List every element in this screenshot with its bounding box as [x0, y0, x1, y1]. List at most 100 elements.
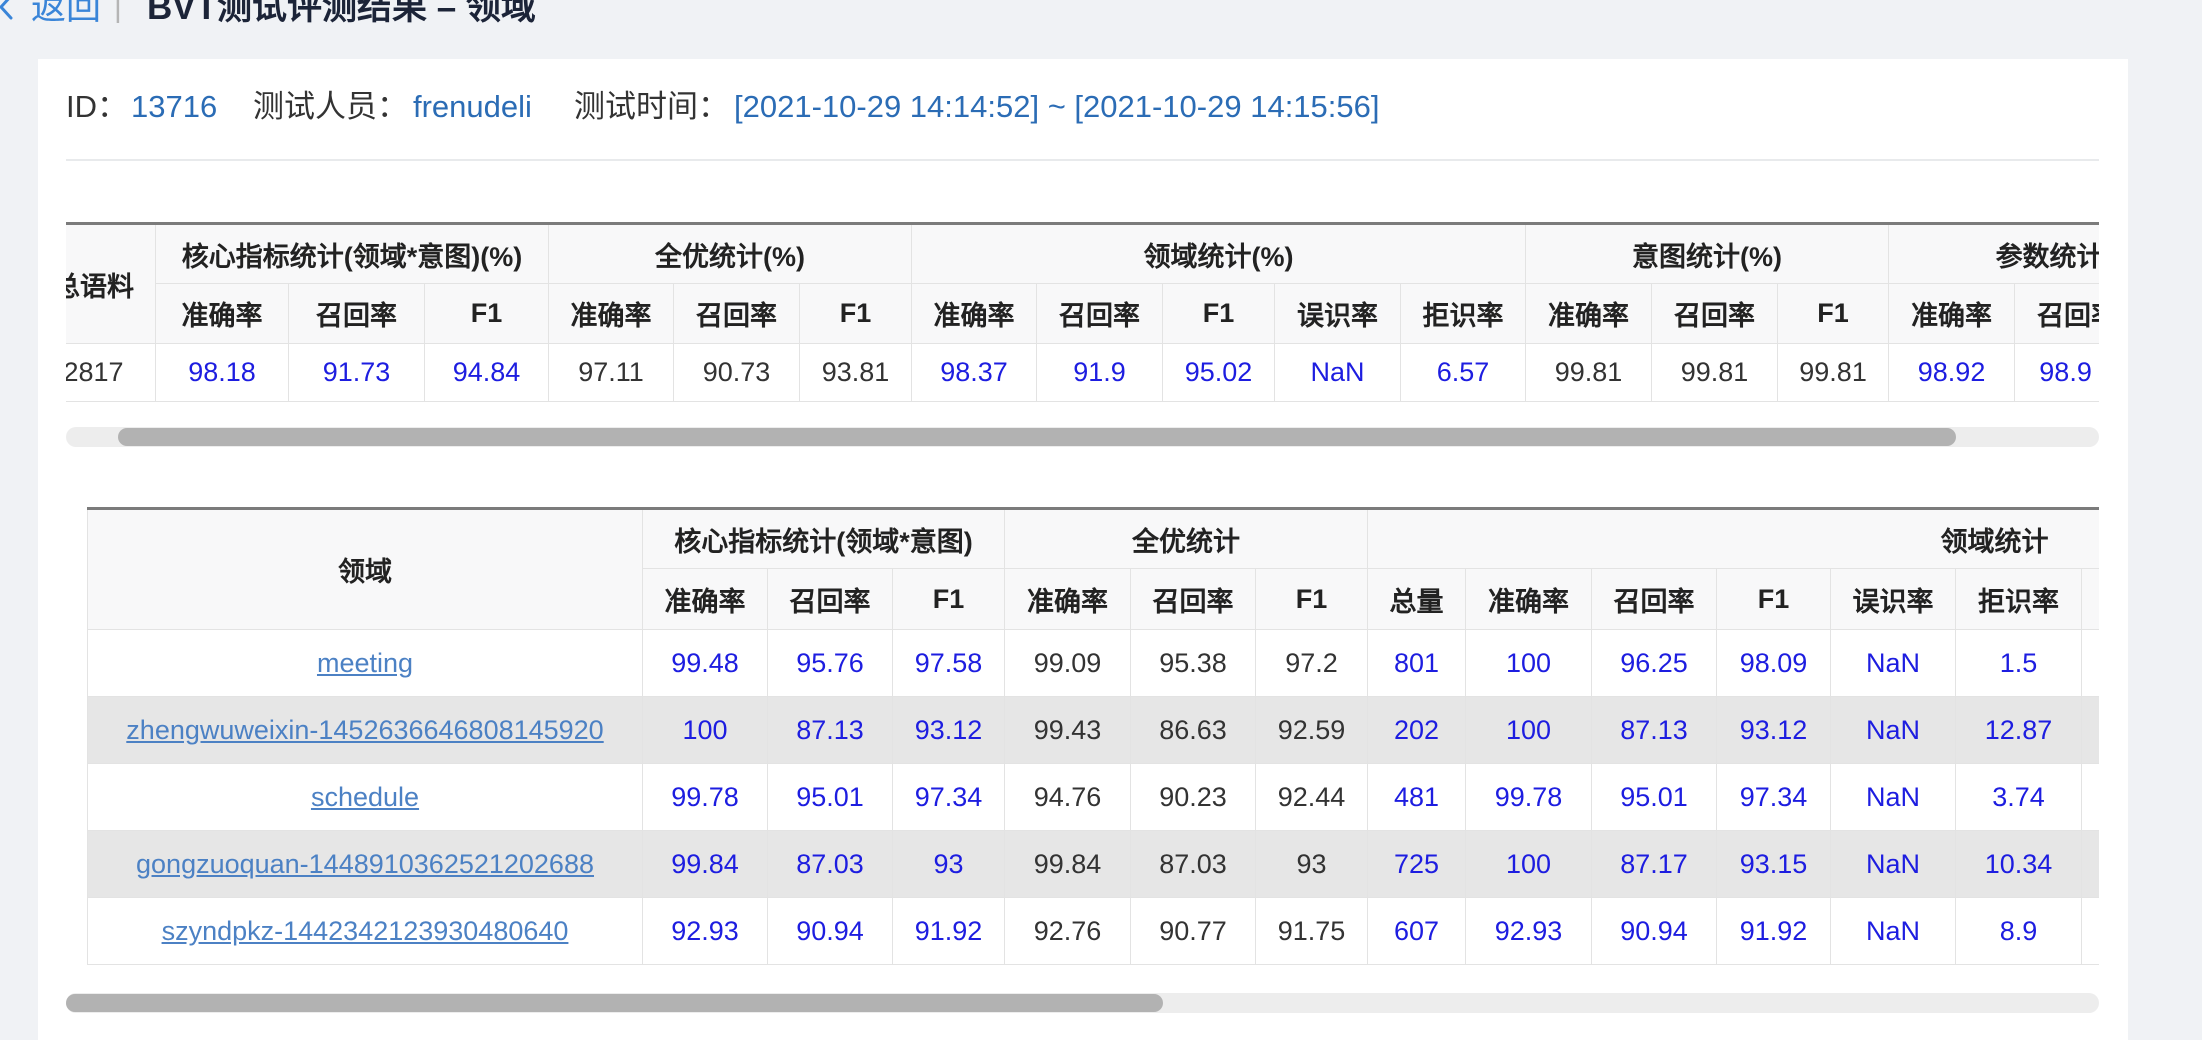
page-title: BVT测试评测结果 – 领域	[147, 0, 536, 27]
col-allbest-precision: 准确率	[1004, 568, 1132, 630]
test-id: 13716	[131, 89, 218, 124]
table-row: gongzuoquan-1448910362521202688 99.84 87…	[87, 830, 2099, 898]
metric-cell-hidden	[2081, 763, 2099, 831]
header-group-domain: 领域统计(%)	[911, 223, 1527, 284]
metric-cell: NaN	[1830, 629, 1957, 697]
metric-cell: 99.09	[1004, 629, 1132, 697]
col-intent-recall: 召回率	[1651, 283, 1779, 344]
metric-cell: 97.11	[548, 343, 674, 402]
result-card: ID： 13716 测试人员： frenudeli 测试时间： [2021-10…	[38, 59, 2128, 1040]
divider	[66, 159, 2099, 161]
header-group-core: 核心指标统计(领域*意图)(%)	[155, 223, 549, 284]
metric-cell: 93	[1255, 830, 1369, 898]
header-group-intent: 意图统计(%)	[1525, 223, 1890, 284]
metric-cell: 94.84	[424, 343, 549, 402]
col-hidden	[2081, 568, 2099, 630]
metric-cell: 90.94	[1591, 897, 1718, 965]
col-domain-false-accept: 误识率	[1830, 568, 1957, 630]
col-core-f1: F1	[891, 568, 1006, 630]
domain-link[interactable]: zhengwuweixin-1452636646808145920	[126, 714, 604, 745]
summary-table-scroll[interactable]: 总语料 核心指标统计(领域*意图)(%) 全优统计(%) 领域统计(%) 意图统…	[66, 222, 2099, 404]
metric-cell: 95.01	[767, 763, 893, 831]
tester-name: frenudeli	[413, 89, 532, 124]
metric-cell: 10.34	[1955, 830, 2083, 898]
domain-link[interactable]: szyndpkz-1442342123930480640	[161, 915, 569, 946]
back-link[interactable]: 返回	[31, 0, 102, 27]
metric-cell: 99.48	[642, 629, 768, 697]
header-group-domain: 领域统计	[1367, 508, 2099, 569]
col-allbest-recall: 召回率	[1130, 568, 1257, 630]
metric-cell: 99.84	[1004, 830, 1132, 898]
metric-cell: 98.09	[1716, 629, 1832, 697]
metric-cell: 87.13	[767, 696, 893, 764]
domain-link[interactable]: schedule	[310, 781, 420, 812]
metric-cell: 99.43	[1004, 696, 1132, 764]
col-domain-f1: F1	[1716, 568, 1832, 630]
domain-table-scroll[interactable]: 领域 核心指标统计(领域*意图) 全优统计 领域统计 准确率 召回率 F1 准确…	[66, 507, 2099, 971]
metric-cell: 92.59	[1255, 696, 1369, 764]
col-domain-reject: 拒识率	[1955, 568, 2083, 630]
metric-cell: 99.78	[1465, 763, 1593, 831]
metric-cell: 92.93	[642, 897, 768, 965]
domain-cell: szyndpkz-1442342123930480640	[87, 897, 643, 965]
metric-cell-hidden	[2081, 897, 2099, 965]
metric-cell-hidden	[2081, 830, 2099, 898]
metric-cell: 93.81	[798, 343, 913, 402]
col-param-recall: 召回率	[2014, 283, 2099, 344]
metric-cell: 92.93	[1465, 897, 1593, 965]
col-domain-total: 总量	[1367, 568, 1467, 630]
chevron-left-icon[interactable]	[0, 0, 15, 21]
metric-cell: 99.78	[642, 763, 768, 831]
metric-cell: 98.92	[1888, 343, 2016, 402]
test-time-range: [2021-10-29 14:14:52] ~ [2021-10-29 14:1…	[734, 89, 1380, 124]
metric-cell: 202	[1367, 696, 1467, 764]
col-core-precision: 准确率	[155, 283, 289, 344]
metric-cell: 1.5	[1955, 629, 2083, 697]
metric-cell: 91.9	[1036, 343, 1164, 402]
scrollbar-thumb[interactable]	[66, 994, 1163, 1012]
metric-cell: 91.75	[1255, 897, 1369, 965]
metric-cell: 86.63	[1130, 696, 1257, 764]
metric-cell: 93	[891, 830, 1006, 898]
metric-cell: 87.17	[1591, 830, 1718, 898]
domain-table-scrollbar[interactable]	[66, 993, 2099, 1013]
col-core-f1: F1	[424, 283, 549, 344]
col-intent-f1: F1	[1777, 283, 1890, 344]
metric-cell: 97.34	[1716, 763, 1832, 831]
metric-cell: 98.9	[2014, 343, 2099, 402]
metric-cell: 95.76	[767, 629, 893, 697]
metric-cell: 90.77	[1130, 897, 1257, 965]
header-group-param: 参数统计	[1888, 223, 2099, 284]
scrollbar-thumb[interactable]	[118, 428, 1956, 446]
metric-cell: 90.73	[673, 343, 800, 402]
header-group-core: 核心指标统计(领域*意图)	[641, 508, 1006, 569]
header-group-all-best: 全优统计	[1004, 508, 1369, 569]
domain-cell: schedule	[87, 763, 643, 831]
summary-stats-table: 总语料 核心指标统计(领域*意图)(%) 全优统计(%) 领域统计(%) 意图统…	[66, 222, 2099, 402]
metric-cell-hidden	[2081, 696, 2099, 764]
domain-stats-table: 领域 核心指标统计(领域*意图) 全优统计 领域统计 准确率 召回率 F1 准确…	[87, 507, 2099, 965]
metric-cell-hidden	[2081, 629, 2099, 697]
table-row: meeting 99.48 95.76 97.58 99.09 95.38 97…	[87, 629, 2099, 697]
metric-cell: 95.01	[1591, 763, 1718, 831]
metric-cell: 95.02	[1162, 343, 1276, 402]
metric-cell: NaN	[1830, 830, 1957, 898]
col-core-precision: 准确率	[642, 568, 768, 630]
metric-cell: NaN	[1830, 696, 1957, 764]
header-row-columns: 准确率 召回率 F1 准确率 召回率 F1 总量 准确率 召回率 F1 误识率 …	[88, 568, 2099, 630]
summary-table-scrollbar[interactable]	[66, 427, 2099, 447]
test-info-line: ID： 13716 测试人员： frenudeli 测试时间： [2021-10…	[38, 87, 2128, 127]
metric-cell: 99.81	[1525, 343, 1653, 402]
domain-link[interactable]: meeting	[316, 647, 414, 678]
domain-link[interactable]: gongzuoquan-1448910362521202688	[136, 848, 594, 879]
metric-cell: 100	[1465, 696, 1593, 764]
metric-cell: 87.13	[1591, 696, 1718, 764]
metric-cell: 100	[642, 696, 768, 764]
col-param-precision: 准确率	[1888, 283, 2016, 344]
table-row: szyndpkz-1442342123930480640 92.93 90.94…	[87, 897, 2099, 965]
metric-cell: 97.2	[1255, 629, 1369, 697]
metric-cell: 95.38	[1130, 629, 1257, 697]
metric-cell: 8.9	[1955, 897, 2083, 965]
metric-cell: 92.76	[1004, 897, 1132, 965]
domain-cell: meeting	[87, 629, 643, 697]
